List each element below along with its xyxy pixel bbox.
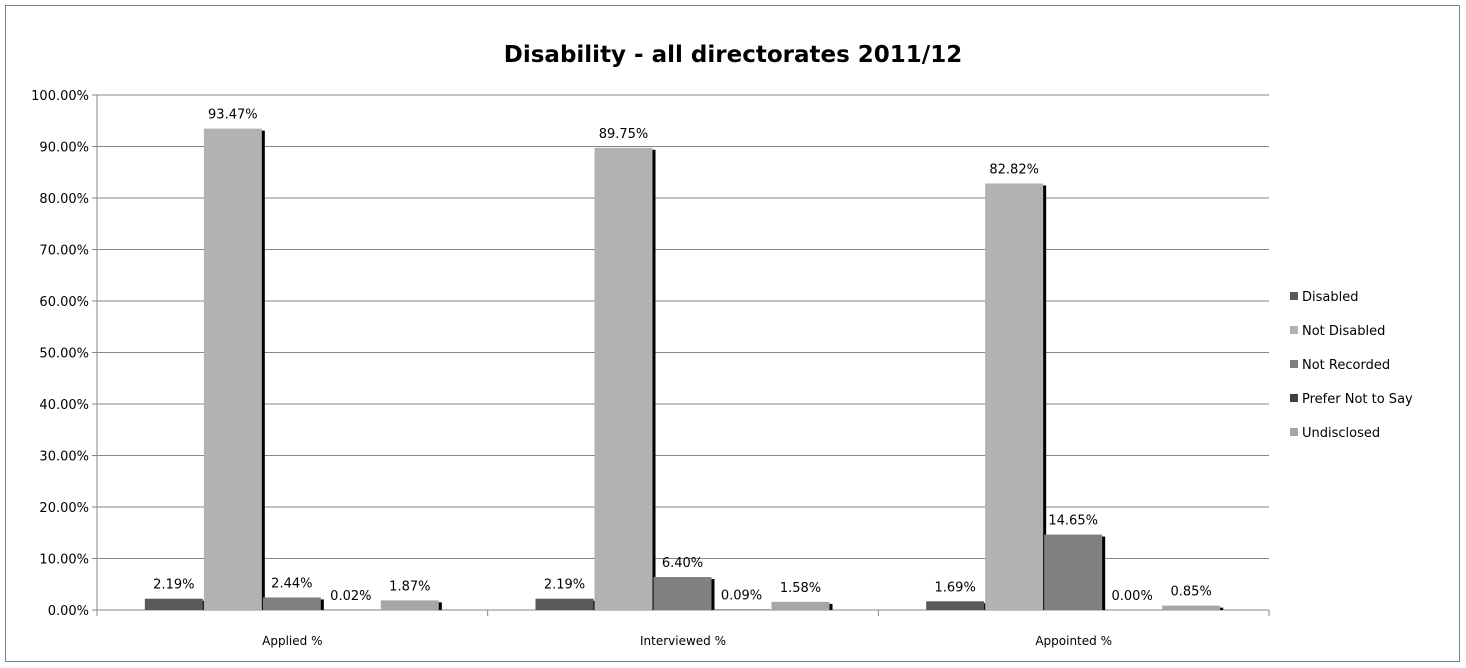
legend-swatch <box>1290 292 1298 300</box>
data-label: 1.69% <box>935 580 976 595</box>
legend-label: Not Recorded <box>1302 358 1390 373</box>
chart-title: Disability - all directorates 2011/12 <box>504 42 962 68</box>
data-label: 89.75% <box>599 127 649 142</box>
x-axis: Applied % Interviewed % Appointed % <box>96 609 1270 648</box>
bar <box>594 147 653 610</box>
legend-label: Prefer Not to Say <box>1302 392 1413 407</box>
bar-shadow <box>319 599 324 610</box>
legend-label: Disabled <box>1302 290 1358 305</box>
y-tick-label: 40.00% <box>39 398 89 413</box>
bar-shadow <box>710 579 715 610</box>
bar-shadow <box>1101 536 1106 610</box>
bar <box>771 601 830 610</box>
y-tick-label: 30.00% <box>39 450 89 465</box>
data-label: 0.00% <box>1112 589 1153 604</box>
data-label: 2.19% <box>544 578 585 593</box>
bar <box>144 598 203 610</box>
data-label: 14.65% <box>1048 514 1098 529</box>
bar-shadow <box>651 149 656 610</box>
data-labels: 2.19% 2.19% 1.69% 93.47% 89.75% 82.82% 2.44% 6.… <box>153 108 1212 604</box>
bar <box>535 598 594 610</box>
bar <box>653 577 712 610</box>
data-label: 0.85% <box>1171 585 1212 600</box>
y-axis: 0.00% 10.00% 20.00% 30.00% 40.00% 50.00% 60.00… <box>31 89 98 619</box>
bar-shadow <box>437 602 442 610</box>
bar-shadow <box>828 603 833 610</box>
legend-label: Undisclosed <box>1302 426 1380 441</box>
bar-shadow <box>1042 185 1047 611</box>
y-tick-label: 20.00% <box>39 501 89 516</box>
y-tick-label: 60.00% <box>39 295 89 310</box>
data-label: 2.44% <box>271 576 312 591</box>
data-label: 6.40% <box>662 556 703 571</box>
bar-shadow <box>1219 607 1224 610</box>
x-tick-label: Appointed % <box>1035 634 1112 648</box>
y-tick-label: 100.00% <box>31 89 89 104</box>
legend-swatch <box>1290 428 1298 436</box>
legend-swatch <box>1290 394 1298 402</box>
bar <box>380 600 439 610</box>
data-label: 1.58% <box>780 581 821 596</box>
y-tick-label: 80.00% <box>39 192 89 207</box>
data-label: 2.19% <box>153 578 194 593</box>
bar <box>1044 534 1103 610</box>
x-tick-label: Applied % <box>262 634 322 648</box>
y-tick-label: 10.00% <box>39 553 89 568</box>
bar <box>926 601 985 610</box>
bar <box>985 183 1044 611</box>
data-label: 1.87% <box>389 579 430 594</box>
legend-swatch <box>1290 326 1298 334</box>
y-tick-label: 70.00% <box>39 244 89 259</box>
legend-label: Not Disabled <box>1302 324 1385 339</box>
y-tick-label: 0.00% <box>48 604 89 619</box>
bar-shadow <box>260 130 265 610</box>
gridlines <box>97 94 1269 611</box>
y-tick-label: 50.00% <box>39 347 89 362</box>
data-label: 82.82% <box>989 162 1039 177</box>
y-tick-label: 90.00% <box>39 141 89 156</box>
data-label: 0.09% <box>721 589 762 604</box>
legend-swatch <box>1290 360 1298 368</box>
bar <box>203 128 262 610</box>
legend: Disabled Not Disabled Not Recorded Prefer N… <box>1290 290 1413 441</box>
data-label: 0.02% <box>330 589 371 604</box>
bar <box>262 597 321 610</box>
x-tick-label: Interviewed % <box>640 634 726 648</box>
data-label: 93.47% <box>208 108 258 123</box>
bars <box>144 128 1224 611</box>
bar <box>1162 605 1221 610</box>
